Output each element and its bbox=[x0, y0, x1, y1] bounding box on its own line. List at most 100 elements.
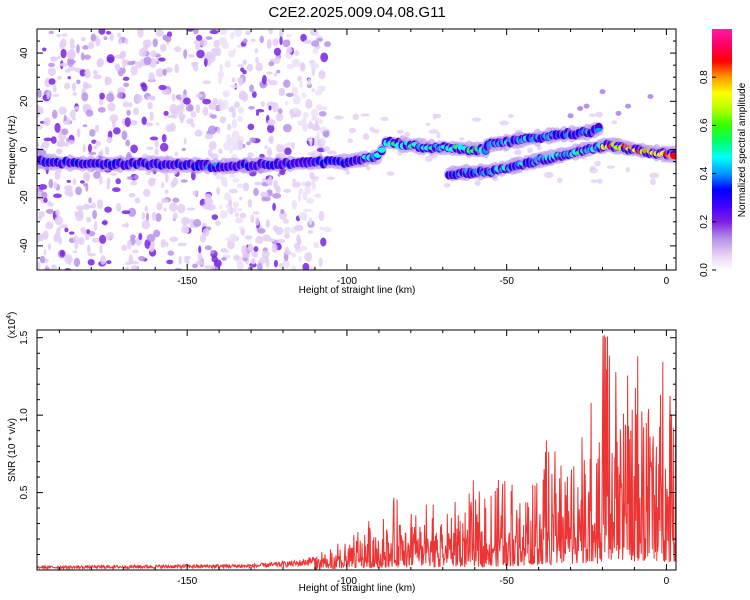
noise-blob bbox=[86, 216, 92, 223]
noise-blob bbox=[83, 183, 88, 187]
noise-blob bbox=[218, 205, 222, 210]
y-tick-label: 0 bbox=[19, 146, 30, 152]
noise-blob bbox=[179, 115, 184, 124]
snr-line bbox=[37, 335, 676, 570]
noise-blob bbox=[589, 165, 596, 171]
noise-blob bbox=[234, 101, 240, 108]
noise-blob bbox=[67, 76, 71, 80]
noise-blob bbox=[99, 234, 107, 244]
noise-blob bbox=[298, 255, 302, 263]
noise-blob bbox=[130, 144, 138, 154]
noise-blob bbox=[266, 71, 273, 75]
noise-blob bbox=[43, 137, 53, 142]
noise-blob bbox=[210, 265, 216, 270]
noise-blob bbox=[61, 128, 69, 135]
noise-blob bbox=[187, 54, 195, 58]
noise-blob bbox=[220, 101, 226, 111]
noise-blob bbox=[69, 48, 76, 58]
noise-blob bbox=[247, 123, 255, 131]
noise-blob bbox=[291, 252, 296, 258]
noise-blob bbox=[265, 178, 273, 185]
noise-blob bbox=[320, 52, 329, 63]
noise-blob bbox=[432, 113, 438, 120]
noise-blob bbox=[83, 54, 91, 60]
noise-blob bbox=[228, 199, 233, 207]
noise-blob bbox=[59, 63, 68, 67]
y-tick-label: 0.5 bbox=[19, 485, 30, 499]
noise-blob bbox=[51, 264, 58, 270]
noise-blob bbox=[261, 195, 267, 202]
noise-blob bbox=[237, 64, 244, 68]
noise-blob bbox=[264, 145, 268, 150]
noise-blob bbox=[116, 91, 124, 99]
noise-blob bbox=[99, 244, 103, 254]
noise-blob bbox=[67, 59, 77, 64]
noise-blob bbox=[72, 178, 77, 185]
noise-blob bbox=[41, 191, 48, 198]
noise-blob bbox=[472, 117, 482, 122]
noise-blob bbox=[290, 108, 294, 119]
noise-blob bbox=[237, 208, 243, 212]
noise-blob bbox=[283, 226, 292, 234]
noise-blob bbox=[302, 116, 307, 125]
noise-blob bbox=[291, 86, 298, 97]
noise-blob bbox=[172, 177, 179, 186]
noise-blob bbox=[333, 115, 344, 120]
noise-blob bbox=[122, 67, 126, 74]
noise-blob bbox=[106, 177, 111, 186]
noise-blob bbox=[87, 253, 96, 257]
noise-blob bbox=[184, 255, 192, 260]
noise-blob bbox=[238, 226, 244, 231]
noise-blob bbox=[247, 265, 254, 270]
noise-blob bbox=[137, 29, 144, 38]
noise-blob bbox=[161, 88, 171, 95]
noise-blob bbox=[76, 128, 81, 138]
noise-blob bbox=[130, 119, 138, 126]
noise-blob bbox=[48, 243, 52, 251]
noise-blob bbox=[348, 127, 356, 134]
noise-blob bbox=[362, 133, 370, 140]
noise-blob bbox=[266, 38, 272, 49]
noise-blob bbox=[228, 106, 235, 113]
noise-blob bbox=[174, 63, 179, 74]
noise-blob bbox=[56, 167, 62, 174]
noise-blob bbox=[53, 234, 57, 243]
noise-blob bbox=[292, 94, 301, 105]
noise-blob bbox=[220, 176, 228, 187]
noise-blob bbox=[277, 173, 281, 177]
noise-blob bbox=[309, 266, 316, 270]
noise-blob bbox=[154, 148, 159, 156]
noise-blob bbox=[250, 38, 256, 42]
noise-blob bbox=[122, 76, 130, 81]
noise-blob bbox=[251, 91, 257, 98]
noise-blob bbox=[45, 208, 54, 214]
noise-blob bbox=[232, 145, 236, 151]
y-tick-label: 40 bbox=[19, 47, 30, 59]
noise-blob bbox=[294, 224, 304, 232]
noise-blob bbox=[172, 197, 180, 203]
noise-blob bbox=[239, 212, 247, 219]
noise-blob bbox=[265, 219, 270, 228]
feature-blob bbox=[577, 106, 584, 112]
noise-blob bbox=[156, 122, 160, 126]
noise-blob bbox=[165, 66, 173, 73]
noise-blob bbox=[259, 35, 264, 44]
noise-blob bbox=[105, 232, 115, 240]
noise-blob bbox=[205, 36, 213, 40]
noise-blob bbox=[326, 176, 335, 181]
noise-blob bbox=[247, 152, 254, 158]
noise-blob bbox=[80, 227, 86, 233]
noise-blob bbox=[277, 108, 283, 115]
noise-blob bbox=[268, 105, 272, 111]
noise-blob bbox=[187, 104, 194, 112]
noise-blob bbox=[365, 165, 371, 171]
noise-blob bbox=[130, 260, 139, 265]
noise-blob bbox=[266, 147, 273, 158]
noise-blob bbox=[195, 260, 205, 266]
noise-blob bbox=[311, 88, 315, 92]
noise-blob bbox=[49, 202, 54, 207]
noise-blob bbox=[316, 104, 323, 111]
noise-blob bbox=[76, 79, 81, 85]
noise-blob bbox=[311, 176, 320, 180]
noise-blob bbox=[316, 37, 323, 42]
